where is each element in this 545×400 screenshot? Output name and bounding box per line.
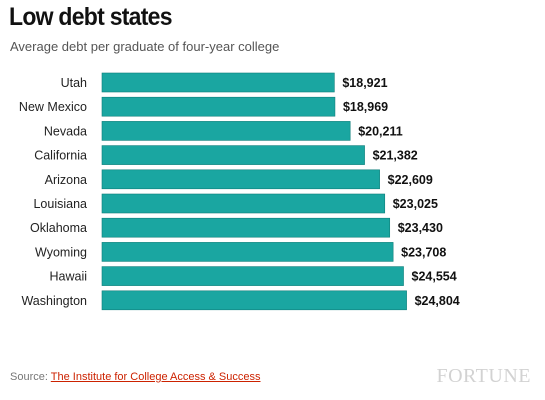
- bar: [101, 169, 380, 190]
- category-label: Utah: [61, 76, 87, 90]
- bar: [101, 217, 391, 238]
- category-label: Wyoming: [35, 245, 87, 259]
- brand-logo: FORTUNE: [436, 365, 531, 387]
- bar: [101, 193, 386, 214]
- value-label: $23,430: [398, 221, 443, 235]
- value-label: $18,969: [343, 100, 388, 114]
- value-label: $23,025: [393, 197, 438, 211]
- category-label: Oklahoma: [30, 221, 87, 235]
- value-label: $24,554: [412, 270, 457, 284]
- chart-title: Low debt states: [9, 3, 173, 31]
- category-label: Hawaii: [49, 270, 87, 284]
- source-prefix: Source:: [10, 371, 51, 383]
- category-label: New Mexico: [19, 100, 87, 114]
- bar: [101, 96, 336, 117]
- value-label: $23,708: [401, 245, 446, 259]
- bar: [101, 290, 407, 311]
- chart-subtitle: Average debt per graduate of four-year c…: [10, 39, 280, 54]
- category-label: California: [34, 149, 87, 163]
- category-label: Arizona: [45, 173, 87, 187]
- category-label: Washington: [21, 294, 87, 308]
- source-link[interactable]: The Institute for College Access & Succe…: [50, 371, 261, 383]
- bar: [101, 266, 404, 286]
- category-label: Nevada: [44, 124, 87, 138]
- value-label: $18,921: [342, 76, 387, 90]
- value-label: $21,382: [373, 149, 418, 163]
- value-label: $24,804: [415, 294, 460, 308]
- bar: [101, 121, 351, 141]
- bar: [101, 145, 365, 165]
- bar: [101, 242, 394, 262]
- value-label: $22,609: [388, 173, 433, 187]
- bar: [101, 72, 335, 93]
- value-label: $20,211: [358, 124, 403, 138]
- category-label: Louisiana: [33, 197, 87, 211]
- source-note: Source: The Institute for College Access…: [10, 371, 261, 383]
